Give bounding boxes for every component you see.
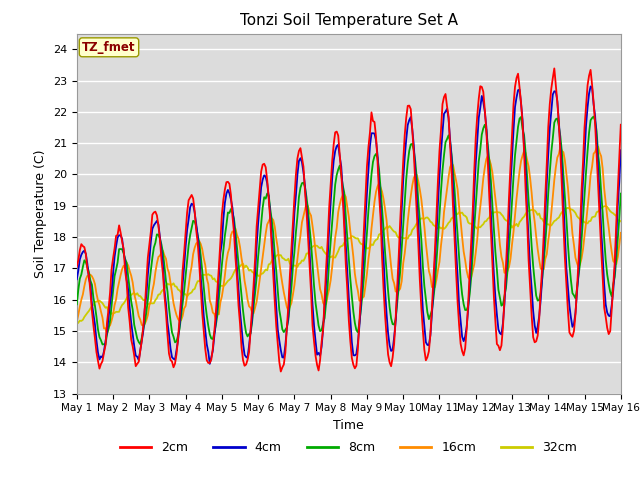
32cm (617, 218, 625, 224)
Line: 8cm: 8cm (77, 117, 621, 345)
32cm (73, 321, 81, 327)
8cm (176, 326, 184, 332)
32cm (401, 235, 408, 241)
8cm (552, 116, 559, 122)
4cm (174, 337, 182, 343)
2cm (554, 99, 561, 105)
4cm (88, 301, 96, 307)
Title: Tonzi Soil Temperature Set A: Tonzi Soil Temperature Set A (240, 13, 458, 28)
4cm (206, 361, 214, 367)
32cm (413, 220, 420, 226)
8cm (102, 342, 109, 348)
2cm (88, 308, 96, 314)
8cm (88, 282, 96, 288)
2cm (550, 66, 558, 72)
16cm (415, 179, 422, 184)
2cm (73, 264, 81, 270)
16cm (403, 237, 410, 242)
4cm (415, 222, 422, 228)
16cm (384, 236, 392, 242)
2cm (277, 369, 285, 374)
X-axis label: Time: Time (333, 419, 364, 432)
4cm (73, 276, 81, 282)
16cm (176, 318, 184, 324)
4cm (587, 84, 595, 89)
16cm (617, 230, 625, 236)
8cm (617, 191, 625, 196)
8cm (73, 301, 81, 307)
Line: 2cm: 2cm (77, 69, 621, 372)
2cm (174, 336, 182, 342)
16cm (88, 274, 96, 279)
16cm (103, 331, 111, 337)
Line: 32cm: 32cm (77, 206, 621, 324)
Legend: 2cm, 4cm, 8cm, 16cm, 32cm: 2cm, 4cm, 8cm, 16cm, 32cm (115, 436, 582, 459)
4cm (384, 331, 392, 336)
Line: 16cm: 16cm (77, 146, 621, 334)
2cm (415, 241, 422, 247)
8cm (415, 199, 422, 204)
4cm (403, 136, 410, 142)
32cm (174, 287, 182, 292)
Text: TZ_fmet: TZ_fmet (82, 41, 136, 54)
32cm (602, 203, 609, 209)
2cm (617, 122, 625, 128)
4cm (552, 89, 559, 95)
16cm (552, 164, 559, 170)
8cm (403, 176, 410, 182)
16cm (557, 144, 564, 149)
Line: 4cm: 4cm (77, 86, 621, 364)
2cm (384, 352, 392, 358)
8cm (384, 288, 392, 294)
2cm (403, 115, 410, 120)
32cm (88, 303, 96, 309)
16cm (73, 319, 81, 325)
4cm (617, 147, 625, 153)
32cm (550, 218, 558, 224)
8cm (589, 114, 597, 120)
32cm (383, 224, 390, 229)
Y-axis label: Soil Temperature (C): Soil Temperature (C) (35, 149, 47, 278)
